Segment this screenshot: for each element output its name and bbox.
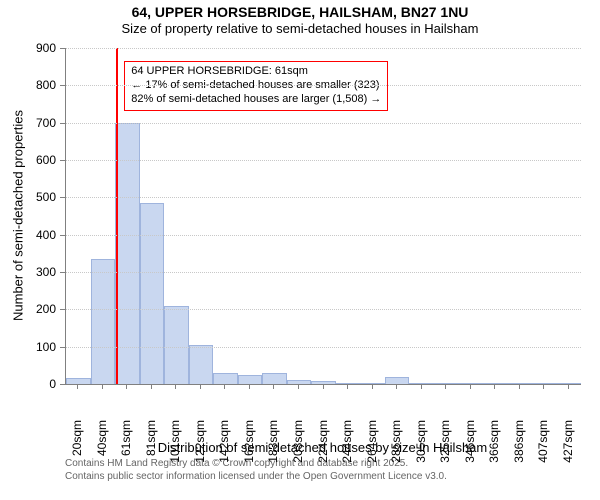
x-tick-label: 162sqm xyxy=(242,420,256,470)
gridline xyxy=(66,160,581,161)
x-tick-label: 81sqm xyxy=(144,420,158,470)
footer-line: Contains public sector information licen… xyxy=(65,471,447,484)
y-tick-mark xyxy=(60,123,65,124)
y-tick-label: 0 xyxy=(0,377,56,391)
gridline xyxy=(66,235,581,236)
x-tick-label: 407sqm xyxy=(536,420,550,470)
annotation-line: 82% of semi-detached houses are larger (… xyxy=(131,93,381,107)
x-tick-label: 325sqm xyxy=(438,420,452,470)
y-tick-mark xyxy=(60,272,65,273)
x-tick-mark xyxy=(273,384,274,389)
gridline xyxy=(66,347,581,348)
y-tick-mark xyxy=(60,309,65,310)
histogram-bar xyxy=(66,378,91,384)
y-tick-mark xyxy=(60,48,65,49)
x-tick-label: 203sqm xyxy=(291,420,305,470)
gridline xyxy=(66,123,581,124)
x-tick-mark xyxy=(494,384,495,389)
x-tick-label: 366sqm xyxy=(487,420,501,470)
reference-line xyxy=(116,48,118,384)
x-tick-mark xyxy=(151,384,152,389)
y-tick-label: 100 xyxy=(0,340,56,354)
y-tick-mark xyxy=(60,197,65,198)
x-tick-mark xyxy=(175,384,176,389)
x-tick-label: 224sqm xyxy=(316,420,330,470)
x-tick-label: 61sqm xyxy=(119,420,133,470)
x-tick-label: 20sqm xyxy=(70,420,84,470)
y-tick-label: 200 xyxy=(0,302,56,316)
x-tick-label: 305sqm xyxy=(414,420,428,470)
histogram-bar xyxy=(262,373,287,384)
x-tick-mark xyxy=(396,384,397,389)
x-tick-mark xyxy=(445,384,446,389)
gridline xyxy=(66,48,581,49)
plot-area: 64 UPPER HORSEBRIDGE: 61sqm← 17% of semi… xyxy=(65,48,581,385)
x-tick-label: 40sqm xyxy=(95,420,109,470)
x-tick-mark xyxy=(421,384,422,389)
y-tick-mark xyxy=(60,384,65,385)
x-tick-label: 101sqm xyxy=(168,420,182,470)
x-tick-mark xyxy=(372,384,373,389)
x-tick-label: 142sqm xyxy=(217,420,231,470)
x-tick-mark xyxy=(249,384,250,389)
histogram-bar xyxy=(189,345,214,384)
x-tick-mark xyxy=(470,384,471,389)
y-tick-label: 700 xyxy=(0,116,56,130)
x-tick-label: 346sqm xyxy=(463,420,477,470)
x-tick-label: 285sqm xyxy=(389,420,403,470)
x-tick-mark xyxy=(102,384,103,389)
y-tick-mark xyxy=(60,160,65,161)
x-tick-label: 122sqm xyxy=(193,420,207,470)
histogram-bar xyxy=(385,377,410,384)
gridline xyxy=(66,197,581,198)
x-tick-mark xyxy=(298,384,299,389)
x-tick-label: 264sqm xyxy=(365,420,379,470)
y-tick-mark xyxy=(60,235,65,236)
x-tick-mark xyxy=(224,384,225,389)
y-tick-label: 900 xyxy=(0,41,56,55)
histogram-bar xyxy=(238,375,263,384)
histogram-bar xyxy=(91,259,116,384)
x-tick-mark xyxy=(543,384,544,389)
y-tick-label: 500 xyxy=(0,190,56,204)
x-tick-label: 183sqm xyxy=(266,420,280,470)
histogram-bar xyxy=(164,306,189,384)
x-tick-label: 244sqm xyxy=(340,420,354,470)
y-tick-mark xyxy=(60,347,65,348)
chart-title: 64, UPPER HORSEBRIDGE, HAILSHAM, BN27 1N… xyxy=(0,0,600,21)
y-tick-label: 600 xyxy=(0,153,56,167)
chart-subtitle: Size of property relative to semi-detach… xyxy=(0,21,600,37)
gridline xyxy=(66,309,581,310)
x-tick-label: 386sqm xyxy=(512,420,526,470)
annotation-line: 64 UPPER HORSEBRIDGE: 61sqm xyxy=(131,65,381,79)
y-tick-label: 300 xyxy=(0,265,56,279)
y-axis-label: Number of semi-detached properties xyxy=(11,48,26,384)
gridline xyxy=(66,272,581,273)
x-tick-mark xyxy=(347,384,348,389)
x-tick-mark xyxy=(77,384,78,389)
histogram-bar xyxy=(213,373,238,384)
histogram-bar xyxy=(140,203,165,384)
chart-container: 64, UPPER HORSEBRIDGE, HAILSHAM, BN27 1N… xyxy=(0,0,600,500)
y-tick-label: 400 xyxy=(0,228,56,242)
x-tick-mark xyxy=(519,384,520,389)
x-tick-mark xyxy=(323,384,324,389)
x-tick-mark xyxy=(568,384,569,389)
x-tick-mark xyxy=(126,384,127,389)
x-tick-mark xyxy=(200,384,201,389)
histogram-bar xyxy=(115,123,140,384)
x-tick-label: 427sqm xyxy=(561,420,575,470)
y-tick-mark xyxy=(60,85,65,86)
y-tick-label: 800 xyxy=(0,78,56,92)
gridline xyxy=(66,85,581,86)
